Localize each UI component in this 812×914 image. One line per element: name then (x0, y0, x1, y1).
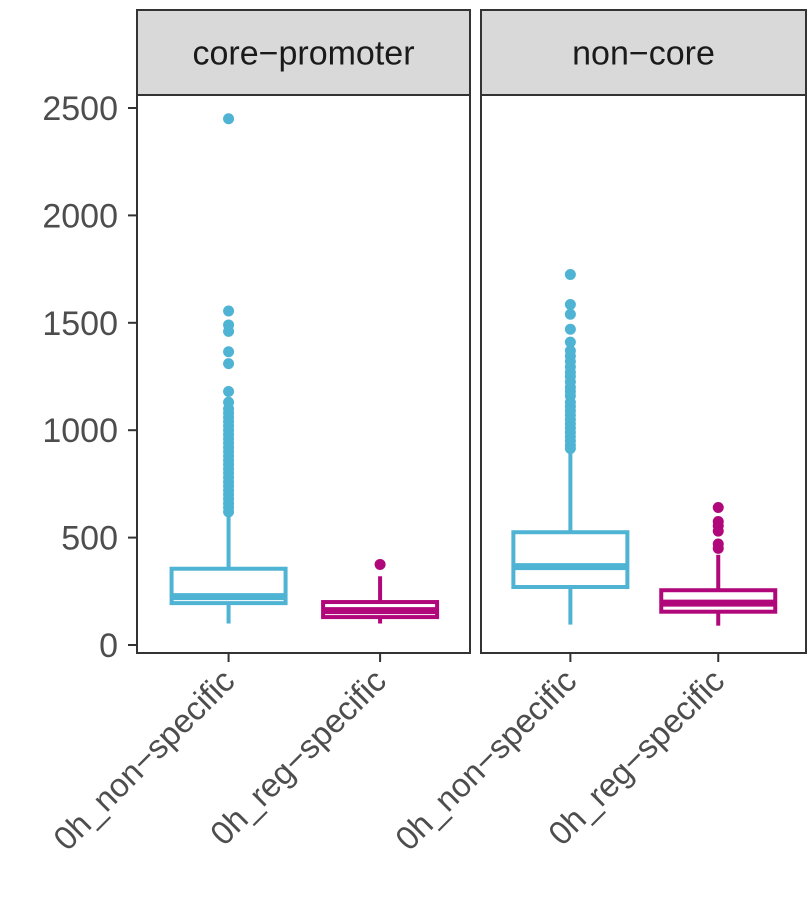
outlier-point (223, 305, 235, 317)
outlier-point (223, 386, 235, 398)
outlier-point (712, 542, 724, 554)
panel-border (480, 94, 807, 654)
box-iqr (511, 530, 630, 590)
facet-strip-label: non−core (572, 35, 715, 73)
outlier-point (223, 325, 235, 337)
outlier-point (223, 113, 235, 125)
box-non-specific (169, 113, 288, 624)
outlier-point (223, 346, 235, 358)
y-axis: 0 500 1000 1500 2000 2500 (42, 90, 137, 665)
y-tick-label: 2000 (42, 197, 118, 235)
outlier-point (564, 308, 576, 320)
outlier-point (564, 442, 576, 454)
outlier-point (564, 299, 576, 311)
y-tick-label: 500 (61, 520, 118, 558)
y-tick-label: 0 (99, 627, 118, 665)
panel-border (136, 94, 471, 654)
y-tick-label: 2500 (42, 90, 118, 128)
outlier-point (223, 358, 235, 370)
outlier-point (374, 558, 386, 570)
box-reg-specific (321, 558, 440, 624)
box-non-specific (511, 268, 630, 625)
facet-panel: non−core (480, 9, 807, 654)
outlier-point (712, 502, 724, 514)
outlier-point (223, 506, 235, 518)
outlier-point (712, 525, 724, 537)
outlier-point (564, 336, 576, 348)
facet-panel: core−promoter (136, 9, 471, 654)
facet-panels: core−promoter non−core (136, 9, 807, 654)
outlier-point (564, 268, 576, 280)
y-tick-label: 1000 (42, 412, 118, 450)
y-tick-label: 1500 (42, 305, 118, 343)
x-axis: 0h_non−specific0h_reg−specific0h_non−spe… (46, 653, 731, 857)
facet-strip-label: core−promoter (192, 35, 414, 73)
outlier-point (564, 323, 576, 335)
box-reg-specific (659, 502, 778, 626)
